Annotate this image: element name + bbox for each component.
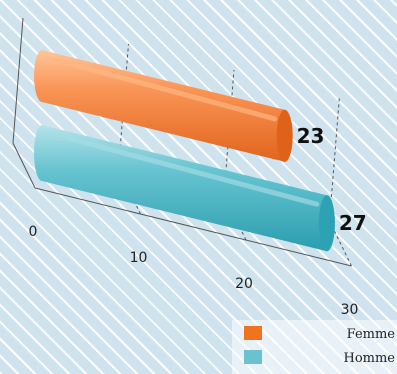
- axis-depth-left: [12, 142, 36, 189]
- value-labels: 23 27: [297, 124, 367, 235]
- value-label-homme: 27: [339, 211, 367, 235]
- tick-label-30: 30: [341, 302, 359, 318]
- legend: Femme Homme: [232, 320, 397, 374]
- axis-front: [34, 187, 352, 267]
- bar-highlight-femme: [49, 56, 278, 122]
- bar-highlight-homme: [49, 131, 320, 207]
- tick-label-0: 0: [29, 224, 38, 240]
- bar-homme: [34, 125, 335, 252]
- tick-label-20: 20: [235, 276, 253, 292]
- chart-frame: [12, 17, 352, 267]
- tick-label-10: 10: [130, 250, 148, 266]
- bar-body-femme: [34, 50, 293, 162]
- tick-labels: 0 10 20 30: [29, 224, 359, 318]
- legend-label-femme: Femme: [347, 327, 396, 342]
- bars: [34, 50, 335, 252]
- legend-swatch-femme: [244, 326, 262, 340]
- bar-body-homme: [34, 125, 335, 252]
- value-label-femme: 23: [297, 124, 325, 148]
- legend-label-homme: Homme: [343, 351, 395, 366]
- axis-back-left: [12, 17, 24, 144]
- bar-femme: [34, 50, 293, 162]
- bar-end-cap-femme: [276, 109, 293, 162]
- bar-end-cap-homme: [318, 195, 335, 252]
- legend-swatch-homme: [244, 350, 262, 364]
- axis-depth-right: [329, 220, 352, 267]
